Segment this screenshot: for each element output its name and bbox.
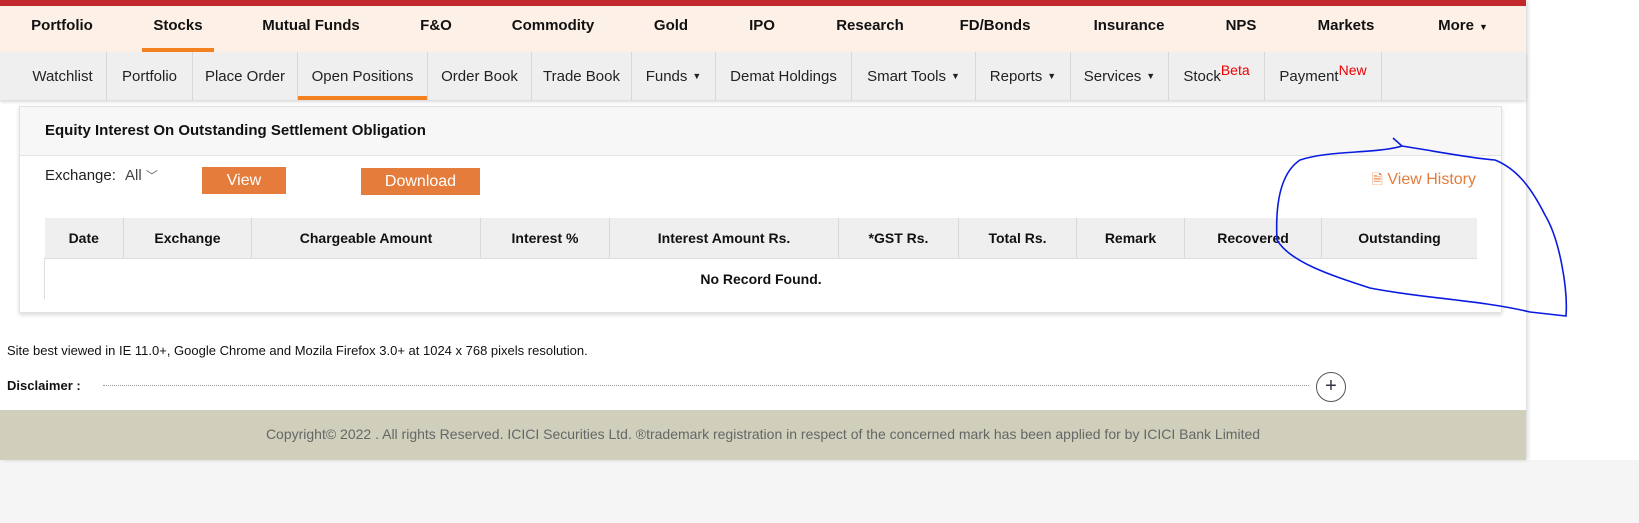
smart-tools-label: Smart Tools (867, 67, 946, 85)
view-history-label: View History (1387, 171, 1476, 188)
download-button[interactable]: Download (361, 168, 480, 195)
col-recovered: Recovered (1184, 218, 1322, 259)
brand-bar (0, 0, 1526, 6)
stock-label: Stock (1183, 67, 1221, 85)
sub-nav-reports[interactable]: Reports ▼ (976, 52, 1071, 100)
sub-nav-watchlist[interactable]: Watchlist (19, 52, 107, 100)
chevron-down-icon: ﹀ (145, 169, 158, 183)
top-nav-mutual-funds[interactable]: Mutual Funds (262, 17, 360, 34)
top-nav-gold[interactable]: Gold (653, 17, 689, 34)
table-header-row: Date Exchange Chargeable Amount Interest… (44, 218, 1477, 259)
top-nav: Portfolio Stocks Mutual Funds F&O Commod… (0, 6, 1526, 52)
sub-nav-demat-holdings[interactable]: Demat Holdings (716, 52, 852, 100)
funds-label: Funds (645, 67, 688, 85)
col-total: Total Rs. (958, 218, 1077, 259)
top-nav-insurance[interactable]: Insurance (1093, 17, 1165, 34)
view-history-link[interactable]: 🗎 View History (1372, 169, 1476, 193)
payment-label: Payment (1279, 67, 1339, 85)
caret-down-icon: ▼ (1146, 71, 1156, 81)
top-nav-fd-bonds[interactable]: FD/Bonds (959, 17, 1031, 34)
page-background (0, 460, 1639, 523)
top-nav-nps[interactable]: NPS (1225, 17, 1257, 34)
exchange-value: All (125, 167, 142, 184)
sub-nav-funds[interactable]: Funds ▼ (632, 52, 716, 100)
col-exchange: Exchange (123, 218, 252, 259)
empty-message: No Record Found. (44, 258, 1477, 299)
col-date: Date (44, 218, 124, 259)
top-nav-more[interactable]: More ▼ (1438, 6, 1488, 52)
expand-plus-icon[interactable]: + (1316, 372, 1346, 402)
col-chargeable-amount: Chargeable Amount (251, 218, 481, 259)
top-nav-fno[interactable]: F&O (420, 17, 452, 34)
sub-nav-services[interactable]: Services ▼ (1071, 52, 1169, 100)
card-title: Equity Interest On Outstanding Settlemen… (20, 107, 1501, 156)
caret-down-icon: ▼ (951, 71, 960, 81)
divider (103, 385, 1309, 386)
top-nav-portfolio[interactable]: Portfolio (31, 17, 93, 34)
top-nav-more-label: More (1438, 17, 1474, 34)
sub-nav-place-order[interactable]: Place Order (193, 52, 298, 100)
copyright: Copyright© 2022 . All rights Reserved. I… (0, 410, 1526, 460)
top-nav-research[interactable]: Research (836, 17, 904, 34)
caret-down-icon: ▼ (1047, 71, 1057, 81)
col-gst: *GST Rs. (838, 218, 959, 259)
exchange-select[interactable]: All ﹀ (125, 167, 158, 184)
sub-nav-open-positions[interactable]: Open Positions (298, 52, 428, 100)
active-tab-indicator (142, 48, 214, 52)
sub-nav-smart-tools[interactable]: Smart Tools ▼ (852, 52, 976, 100)
sub-nav-trade-book[interactable]: Trade Book (532, 52, 632, 100)
sub-nav: Watchlist Portfolio Place Order Open Pos… (0, 52, 1526, 100)
col-outstanding: Outstanding (1321, 218, 1477, 259)
disclaimer-label: Disclaimer : (7, 378, 81, 393)
top-nav-commodity[interactable]: Commodity (511, 17, 595, 34)
top-nav-stocks[interactable]: Stocks (153, 17, 203, 34)
view-button[interactable]: View (202, 167, 286, 194)
col-remark: Remark (1076, 218, 1185, 259)
sub-nav-portfolio[interactable]: Portfolio (107, 52, 193, 100)
table-row: No Record Found. (44, 258, 1477, 299)
sub-nav-stock[interactable]: Stock Beta (1169, 52, 1265, 100)
exchange-label: Exchange: (45, 167, 116, 184)
top-nav-markets[interactable]: Markets (1317, 17, 1375, 34)
services-label: Services (1083, 67, 1142, 85)
top-nav-ipo[interactable]: IPO (749, 17, 775, 34)
col-interest-amount: Interest Amount Rs. (609, 218, 839, 259)
caret-down-icon: ▼ (1478, 22, 1488, 32)
sub-nav-payment[interactable]: Payment New (1265, 52, 1382, 100)
browser-note: Site best viewed in IE 11.0+, Google Chr… (7, 343, 588, 358)
page: Portfolio Stocks Mutual Funds F&O Commod… (0, 0, 1526, 460)
interest-table: Date Exchange Chargeable Amount Interest… (44, 218, 1477, 299)
document-icon: 🗎 (1371, 171, 1383, 187)
caret-down-icon: ▼ (692, 71, 702, 81)
interest-card: Equity Interest On Outstanding Settlemen… (19, 106, 1502, 313)
beta-badge: Beta (1220, 62, 1250, 78)
new-badge: New (1338, 62, 1367, 78)
reports-label: Reports (989, 67, 1043, 85)
sub-nav-order-book[interactable]: Order Book (428, 52, 532, 100)
col-interest-pct: Interest % (480, 218, 610, 259)
